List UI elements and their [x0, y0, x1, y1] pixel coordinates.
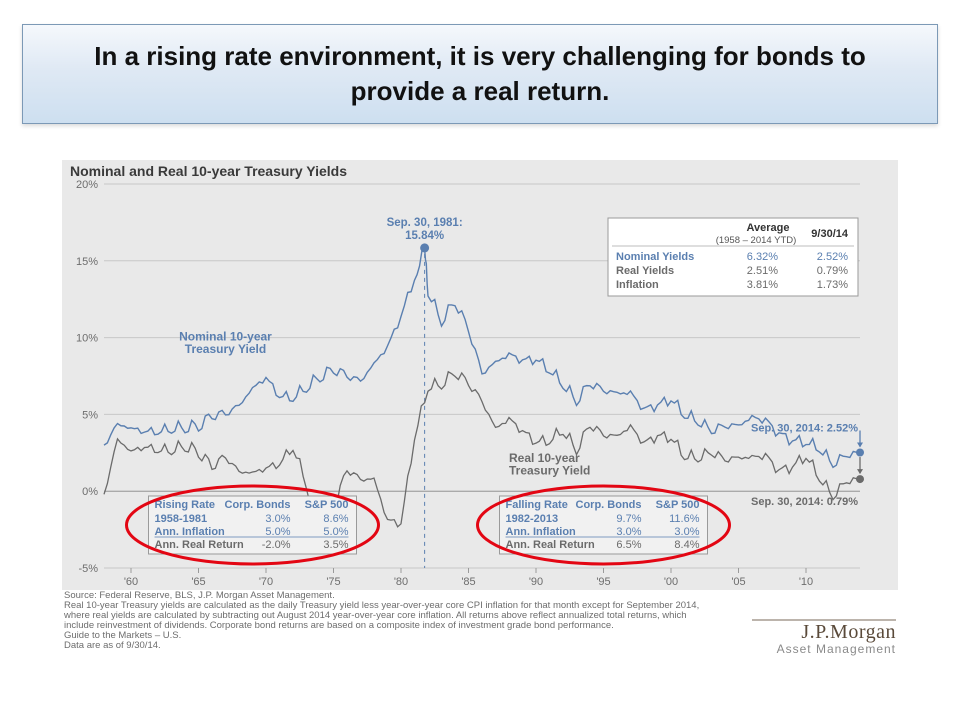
avg-header: Average — [746, 222, 789, 234]
svg-text:Ann. Inflation: Ann. Inflation — [506, 526, 577, 538]
svg-text:(1958 – 2014 YTD): (1958 – 2014 YTD) — [716, 235, 797, 246]
y-tick: 15% — [76, 256, 98, 268]
svg-text:S&P 500: S&P 500 — [305, 499, 349, 511]
end-label-nominal: Sep. 30, 2014: 2.52% — [751, 422, 858, 434]
svg-text:2.52%: 2.52% — [817, 251, 848, 263]
svg-text:1958-1981: 1958-1981 — [155, 513, 208, 525]
svg-text:8.4%: 8.4% — [674, 539, 699, 551]
x-tick: '90 — [529, 576, 543, 588]
x-tick: '60 — [124, 576, 138, 588]
x-tick: '95 — [596, 576, 610, 588]
y-tick: 0% — [82, 486, 98, 498]
svg-text:3.0%: 3.0% — [265, 513, 290, 525]
x-tick: '70 — [259, 576, 273, 588]
svg-text:3.0%: 3.0% — [616, 526, 641, 538]
avg-col2: 9/30/14 — [811, 228, 849, 240]
svg-text:Ann. Inflation: Ann. Inflation — [155, 526, 226, 538]
svg-text:3.0%: 3.0% — [674, 526, 699, 538]
svg-text:1.73%: 1.73% — [817, 279, 848, 291]
slide-title: In a rising rate environment, it is very… — [22, 24, 938, 124]
svg-text:Ann. Real Return: Ann. Real Return — [506, 539, 596, 551]
footnote-line: Data are as of 9/30/14. — [64, 640, 161, 651]
svg-text:3.81%: 3.81% — [747, 279, 778, 291]
peak-label: Sep. 30, 1981: — [387, 217, 463, 229]
brand-logo: J.P.Morgan — [801, 621, 896, 643]
svg-text:2.51%: 2.51% — [747, 265, 778, 277]
svg-text:S&P 500: S&P 500 — [656, 499, 700, 511]
brand-sub: Asset Management — [777, 642, 896, 656]
svg-text:9.7%: 9.7% — [616, 513, 641, 525]
y-tick: 5% — [82, 409, 98, 421]
x-tick: '80 — [394, 576, 408, 588]
peak-value: 15.84% — [405, 230, 444, 242]
end-label-real: Sep. 30, 2014: 0.79% — [751, 496, 858, 508]
svg-text:11.6%: 11.6% — [669, 513, 700, 525]
x-tick: '05 — [731, 576, 745, 588]
svg-text:6.5%: 6.5% — [616, 539, 641, 551]
svg-text:Ann. Real Return: Ann. Real Return — [155, 539, 245, 551]
svg-text:Corp. Bonds: Corp. Bonds — [225, 499, 291, 511]
avg-row-label: Inflation — [616, 279, 659, 291]
x-tick: '85 — [461, 576, 475, 588]
svg-text:8.6%: 8.6% — [323, 513, 348, 525]
svg-text:0.79%: 0.79% — [817, 265, 848, 277]
y-tick: 20% — [76, 179, 98, 191]
svg-text:6.32%: 6.32% — [747, 251, 778, 263]
svg-text:1982-2013: 1982-2013 — [506, 513, 559, 525]
svg-text:5.0%: 5.0% — [265, 526, 290, 538]
x-tick: '00 — [664, 576, 678, 588]
avg-row-label: Real Yields — [616, 265, 674, 277]
x-tick: '75 — [326, 576, 340, 588]
svg-text:5.0%: 5.0% — [323, 526, 348, 538]
x-tick: '65 — [191, 576, 205, 588]
svg-text:Treasury Yield: Treasury Yield — [509, 463, 590, 477]
x-tick: '10 — [799, 576, 813, 588]
y-tick: 10% — [76, 333, 98, 345]
svg-text:Treasury Yield: Treasury Yield — [185, 342, 266, 356]
y-tick: -5% — [78, 563, 98, 575]
svg-text:Rising Rate: Rising Rate — [155, 499, 216, 511]
avg-row-label: Nominal Yields — [616, 251, 694, 263]
chart-title: Nominal and Real 10-year Treasury Yields — [70, 163, 347, 179]
chart-container: Nominal and Real 10-year Treasury Yields… — [62, 160, 898, 660]
svg-text:-2.0%: -2.0% — [262, 539, 291, 551]
svg-text:Corp. Bonds: Corp. Bonds — [576, 499, 642, 511]
svg-text:3.5%: 3.5% — [323, 539, 348, 551]
svg-text:Falling Rate: Falling Rate — [506, 499, 568, 511]
